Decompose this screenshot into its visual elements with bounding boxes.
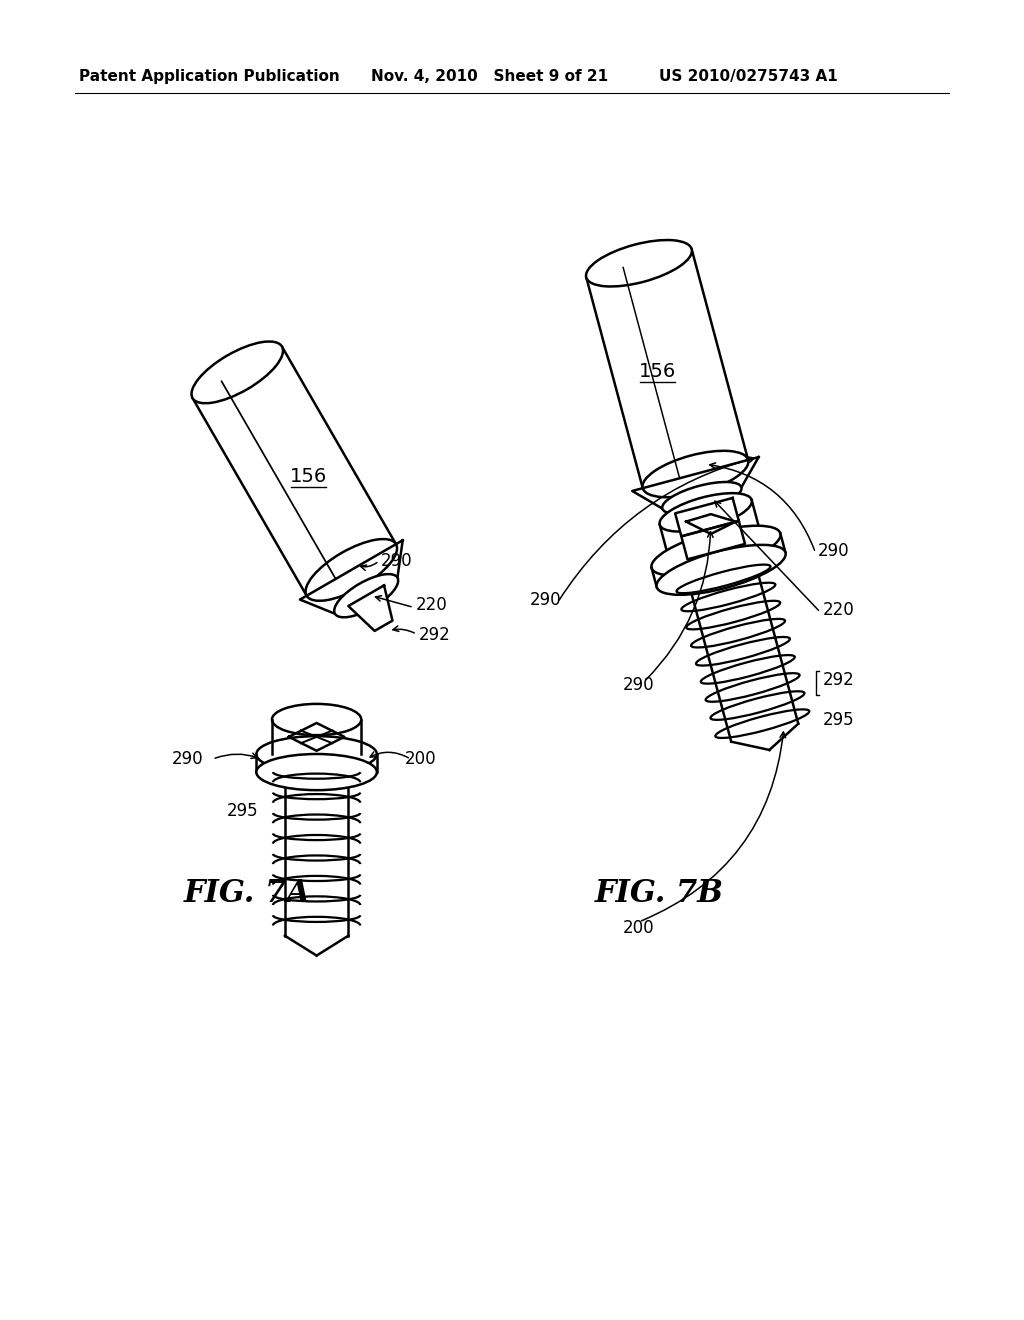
Ellipse shape	[656, 545, 785, 595]
Text: 156: 156	[290, 466, 328, 486]
Text: FIG. 7B: FIG. 7B	[594, 878, 723, 908]
Text: FIG. 7A: FIG. 7A	[183, 878, 310, 908]
Ellipse shape	[642, 451, 749, 498]
Text: 292: 292	[822, 671, 854, 689]
Text: 290: 290	[529, 591, 561, 610]
Text: 290: 290	[817, 543, 849, 560]
Text: 220: 220	[822, 602, 854, 619]
Ellipse shape	[256, 737, 377, 772]
Ellipse shape	[586, 240, 692, 286]
Ellipse shape	[256, 754, 377, 791]
Text: Patent Application Publication: Patent Application Publication	[79, 69, 339, 84]
Ellipse shape	[272, 704, 361, 735]
Text: 200: 200	[624, 919, 654, 937]
Text: US 2010/0275743 A1: US 2010/0275743 A1	[658, 69, 838, 84]
Polygon shape	[272, 719, 361, 754]
Polygon shape	[587, 249, 749, 488]
Polygon shape	[256, 754, 377, 772]
Ellipse shape	[651, 525, 780, 576]
Polygon shape	[681, 521, 745, 560]
Ellipse shape	[191, 342, 283, 403]
Text: 200: 200	[404, 750, 436, 768]
Text: 220: 220	[416, 597, 447, 614]
Text: 290: 290	[624, 676, 654, 694]
Ellipse shape	[334, 574, 398, 618]
Polygon shape	[193, 347, 396, 595]
Ellipse shape	[659, 494, 752, 532]
Ellipse shape	[663, 482, 741, 513]
Polygon shape	[632, 457, 759, 508]
Text: 290: 290	[172, 750, 204, 768]
Text: 156: 156	[639, 362, 676, 380]
Text: Nov. 4, 2010   Sheet 9 of 21: Nov. 4, 2010 Sheet 9 of 21	[371, 69, 608, 84]
Polygon shape	[675, 498, 738, 536]
Ellipse shape	[670, 532, 762, 570]
Polygon shape	[348, 585, 392, 631]
Polygon shape	[659, 500, 762, 564]
Ellipse shape	[305, 539, 397, 601]
Text: 295: 295	[822, 710, 854, 729]
Polygon shape	[651, 533, 785, 587]
Ellipse shape	[272, 739, 361, 770]
Text: 292: 292	[419, 626, 451, 644]
Text: 295: 295	[226, 801, 258, 820]
Text: 290: 290	[381, 552, 413, 570]
Polygon shape	[300, 540, 402, 614]
